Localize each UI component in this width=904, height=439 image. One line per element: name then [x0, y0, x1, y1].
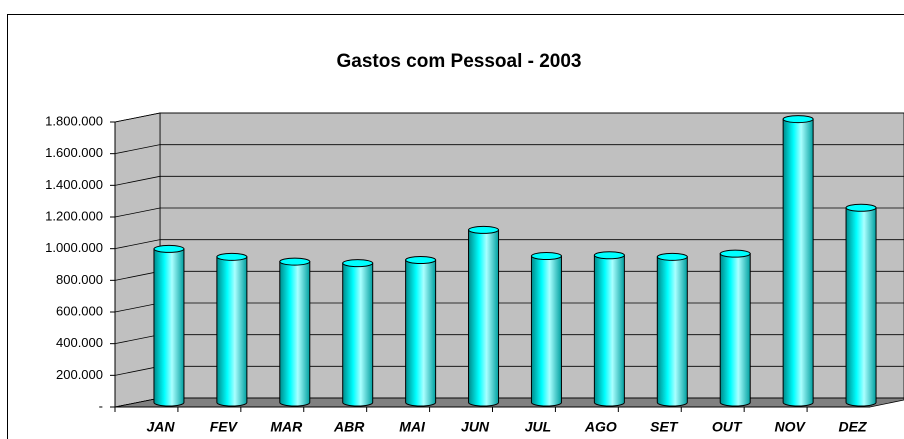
bar-body	[405, 259, 437, 407]
bar-top	[782, 115, 814, 124]
y-tick-label: -	[99, 398, 103, 413]
bar	[216, 252, 248, 407]
x-tick-label: JUN	[461, 419, 490, 435]
bar-top	[153, 244, 185, 253]
chart-title: Gastos com Pessoal - 2003	[336, 51, 581, 72]
y-tick-label: 1.000.000	[45, 240, 103, 255]
bar-body	[593, 254, 625, 407]
y-tick-label: 1.200.000	[45, 208, 103, 223]
bar-body	[845, 207, 877, 407]
bar-top	[845, 203, 877, 212]
y-tick-label: 1.600.000	[45, 145, 103, 160]
bar	[153, 244, 185, 407]
y-tick-label: 200.000	[56, 367, 103, 382]
bar-top	[593, 251, 625, 260]
bar-top	[342, 259, 374, 268]
bar-body	[342, 262, 374, 407]
bar-top	[719, 249, 751, 258]
side-wall	[114, 112, 161, 408]
grid-line	[114, 207, 904, 218]
bar	[279, 257, 311, 407]
x-tick-label: DEZ	[839, 419, 867, 435]
bar-body	[782, 118, 814, 407]
bar-top	[216, 252, 248, 261]
bar	[342, 259, 374, 407]
x-tick-label: SET	[650, 419, 679, 435]
bar	[656, 252, 688, 407]
bar-top	[279, 257, 311, 266]
x-tick-label: MAR	[270, 419, 303, 435]
x-tick-label: NOV	[774, 419, 806, 435]
x-tick-label: JUL	[525, 419, 551, 435]
bar-body	[153, 248, 185, 407]
bar-body	[468, 229, 500, 407]
grid-line	[114, 144, 904, 155]
bar-top	[405, 256, 437, 264]
y-tick-label: 1.400.000	[45, 177, 103, 192]
x-tick-label: AGO	[584, 419, 617, 435]
y-tick-label: 600.000	[56, 303, 103, 318]
bar	[845, 203, 877, 407]
bar	[530, 252, 562, 407]
bar	[468, 225, 500, 407]
bar	[782, 115, 814, 407]
bar-body	[656, 256, 688, 407]
bar-top	[656, 252, 688, 261]
x-tick-label: OUT	[712, 419, 743, 435]
grid-line	[114, 175, 904, 186]
x-tick-label: MAI	[399, 419, 426, 435]
y-tick-label: 1.800.000	[45, 113, 103, 128]
bar-top	[468, 225, 500, 234]
x-tick-label: FEV	[210, 419, 239, 435]
bar-body	[279, 261, 311, 407]
grid-line	[114, 239, 904, 250]
bar	[719, 249, 751, 407]
x-tick-label: ABR	[333, 419, 365, 435]
bar-top	[530, 252, 562, 261]
grid-line	[114, 112, 904, 123]
y-tick-label: 400.000	[56, 335, 103, 350]
bar-body	[216, 256, 248, 407]
bar	[593, 251, 625, 407]
bar-body	[719, 253, 751, 407]
y-tick-label: 800.000	[56, 272, 103, 287]
x-tick-label: JAN	[146, 419, 175, 435]
bar-body	[530, 255, 562, 407]
bar	[405, 256, 437, 407]
